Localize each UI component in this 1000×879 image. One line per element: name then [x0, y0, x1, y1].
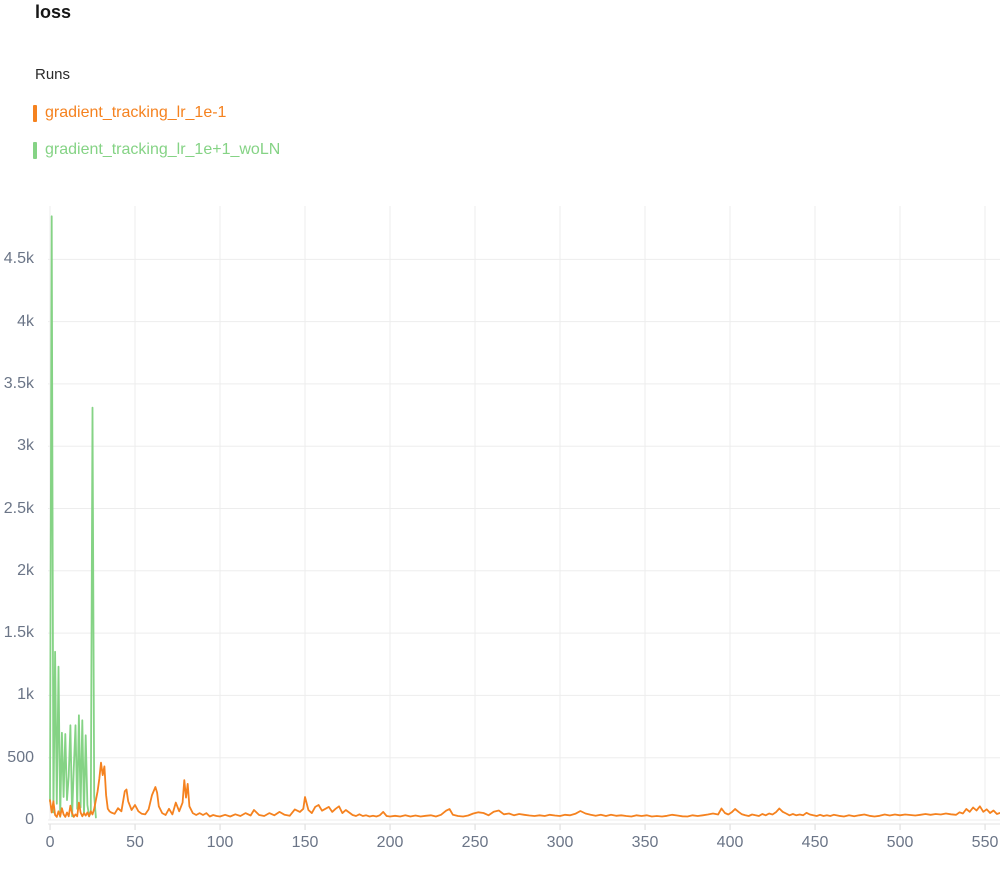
- x-axis-tick-label: 450: [801, 834, 829, 851]
- x-axis-tick-label: 200: [376, 834, 404, 851]
- y-axis-tick-label: 2k: [17, 561, 34, 579]
- legend-item-run-orange[interactable]: gradient_tracking_lr_1e-1: [33, 103, 226, 123]
- runs-label: Runs: [35, 66, 71, 83]
- x-axis-tick-label: 350: [631, 834, 659, 851]
- series-line-gradient_tracking_lr_1e+1_woLN[interactable]: [49, 215, 97, 819]
- run-name-label: gradient_tracking_lr_1e-1: [45, 104, 227, 121]
- y-axis-tick-label: 2.5k: [3, 499, 34, 517]
- series-line-gradient_tracking_lr_1e-1[interactable]: [49, 761, 1000, 818]
- y-axis-labels: 0 500 1k 1.5k 2k 2.5k 3k 3.5k 4k 4.5k: [0, 206, 34, 830]
- x-axis-tick-label: 100: [206, 834, 234, 851]
- x-axis-tick-label: 50: [126, 834, 144, 851]
- y-axis-tick-label: 3.5k: [3, 374, 34, 392]
- run-name-label: gradient_tracking_lr_1e+1_woLN: [45, 141, 281, 158]
- x-axis-tick-label: 500: [886, 834, 914, 851]
- y-axis-tick-label: 4.5k: [3, 250, 34, 268]
- y-axis-tick-label: 1.5k: [3, 624, 34, 642]
- y-axis-tick-label: 500: [7, 748, 34, 766]
- x-axis-tick-label: 550: [971, 834, 999, 851]
- y-axis-tick-label: 0: [25, 811, 34, 828]
- x-axis-tick-label: 300: [546, 834, 574, 851]
- run-color-marker: [33, 141, 37, 159]
- plot-area[interactable]: [48, 206, 1000, 830]
- y-axis-tick-label: 3k: [17, 437, 34, 455]
- y-axis-tick-label: 4k: [17, 312, 34, 330]
- loss-line-chart[interactable]: 0 500 1k 1.5k 2k 2.5k 3k 3.5k 4k 4.5k 0 50 100 150 20…: [0, 206, 1000, 866]
- x-axis-tick-label: 250: [461, 834, 489, 851]
- panel-title: loss: [35, 2, 72, 22]
- y-axis-tick-label: 1k: [17, 686, 34, 704]
- x-axis-tick-label: 150: [291, 834, 319, 851]
- x-axis-tick-label: 0: [45, 834, 55, 851]
- x-axis-tick-label: 400: [716, 834, 744, 851]
- legend-item-run-green[interactable]: gradient_tracking_lr_1e+1_woLN: [33, 140, 280, 160]
- x-axis-labels: 0 50 100 150 200 250 300 350 400 450 500 550: [46, 834, 1000, 854]
- run-color-marker: [33, 104, 37, 122]
